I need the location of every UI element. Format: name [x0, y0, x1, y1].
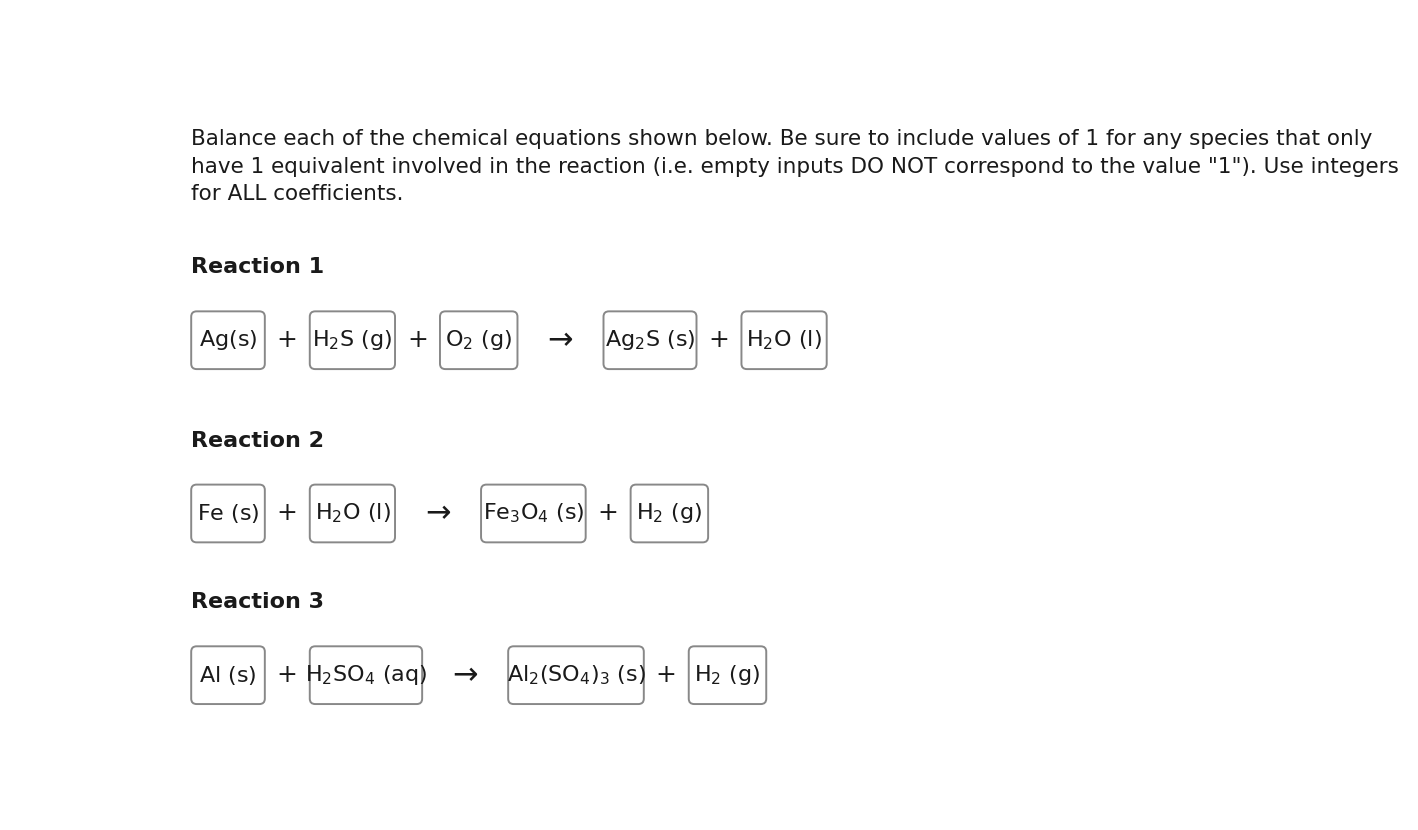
FancyBboxPatch shape — [481, 485, 586, 542]
Text: for ALL coefficients.: for ALL coefficients. — [191, 184, 404, 204]
Text: +: + — [709, 328, 729, 352]
Text: +: + — [407, 328, 428, 352]
Text: have 1 equivalent involved in the reaction (i.e. empty inputs DO NOT correspond : have 1 equivalent involved in the reacti… — [191, 157, 1400, 177]
Text: Reaction 1: Reaction 1 — [191, 257, 325, 277]
Text: +: + — [277, 501, 298, 525]
Text: $\mathregular{Fe_3O_4\ (s)}$: $\mathregular{Fe_3O_4\ (s)}$ — [482, 501, 584, 525]
FancyBboxPatch shape — [440, 311, 518, 369]
FancyBboxPatch shape — [191, 485, 265, 542]
Text: Reaction 3: Reaction 3 — [191, 593, 325, 613]
Text: +: + — [277, 663, 298, 687]
Text: $\mathregular{Al_2(SO_4)_3\ (s)}$: $\mathregular{Al_2(SO_4)_3\ (s)}$ — [506, 663, 645, 687]
FancyBboxPatch shape — [742, 311, 827, 369]
Text: $\mathregular{Fe\ (s)}$: $\mathregular{Fe\ (s)}$ — [197, 502, 259, 525]
Text: $\mathregular{Ag_2S\ (s)}$: $\mathregular{Ag_2S\ (s)}$ — [605, 328, 695, 352]
Text: →: → — [425, 499, 451, 528]
Text: +: + — [657, 663, 676, 687]
Text: $\mathregular{O_2\ (g)}$: $\mathregular{O_2\ (g)}$ — [445, 328, 512, 352]
Text: $\mathregular{H_2\ (g)}$: $\mathregular{H_2\ (g)}$ — [695, 663, 760, 687]
Text: Reaction 2: Reaction 2 — [191, 431, 325, 451]
Text: $\mathregular{Ag(s)}$: $\mathregular{Ag(s)}$ — [199, 328, 257, 352]
Text: $\mathregular{H_2SO_4\ (aq)}$: $\mathregular{H_2SO_4\ (aq)}$ — [305, 663, 427, 687]
Text: $\mathregular{H_2\ (g)}$: $\mathregular{H_2\ (g)}$ — [637, 501, 702, 525]
Text: →: → — [452, 661, 478, 690]
Text: $\mathregular{H_2S\ (g)}$: $\mathregular{H_2S\ (g)}$ — [312, 328, 393, 352]
FancyBboxPatch shape — [309, 647, 423, 704]
Text: $\mathregular{H_2O\ (l)}$: $\mathregular{H_2O\ (l)}$ — [746, 329, 822, 352]
FancyBboxPatch shape — [631, 485, 708, 542]
FancyBboxPatch shape — [309, 485, 396, 542]
FancyBboxPatch shape — [191, 311, 265, 369]
FancyBboxPatch shape — [689, 647, 766, 704]
Text: $\mathregular{Al\ (s)}$: $\mathregular{Al\ (s)}$ — [199, 664, 257, 686]
FancyBboxPatch shape — [191, 647, 265, 704]
FancyBboxPatch shape — [309, 311, 396, 369]
Text: Balance each of the chemical equations shown below. Be sure to include values of: Balance each of the chemical equations s… — [191, 129, 1373, 149]
Text: +: + — [277, 328, 298, 352]
FancyBboxPatch shape — [508, 647, 644, 704]
FancyBboxPatch shape — [604, 311, 696, 369]
Text: +: + — [598, 501, 618, 525]
Text: $\mathregular{H_2O\ (l)}$: $\mathregular{H_2O\ (l)}$ — [315, 501, 390, 525]
Text: →: → — [547, 325, 573, 354]
